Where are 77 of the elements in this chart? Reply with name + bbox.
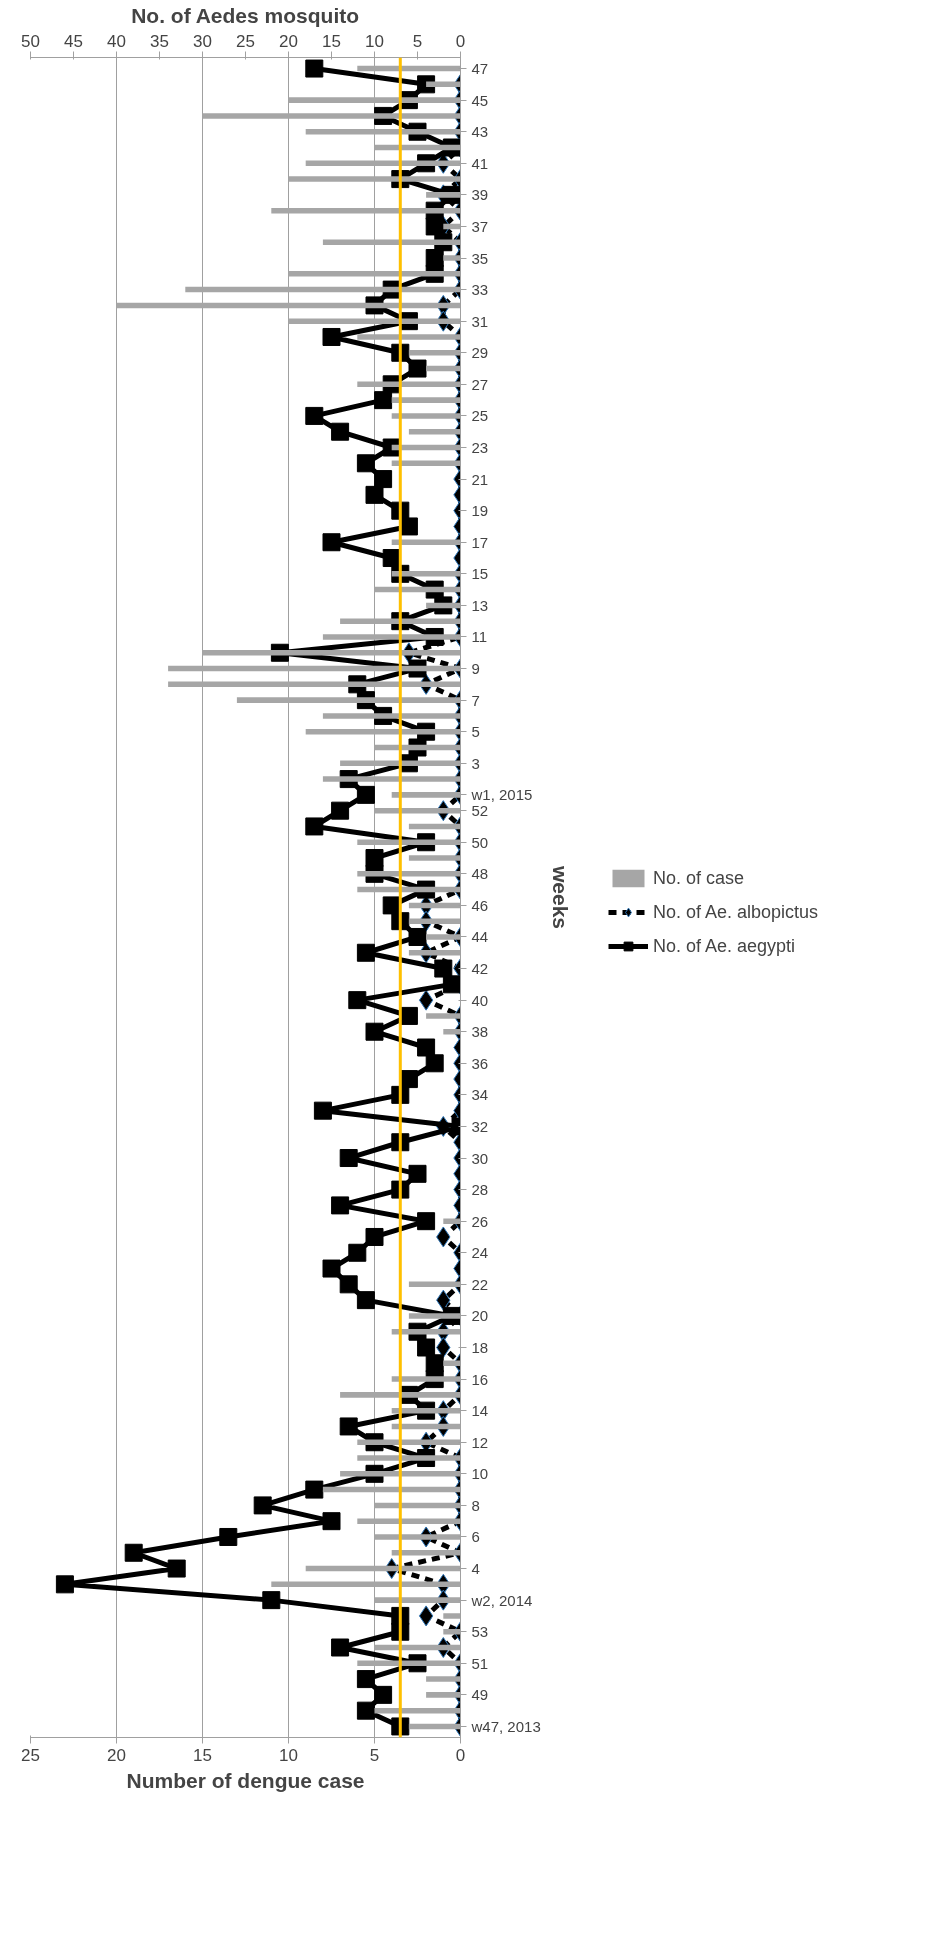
x-tick-label: 20 <box>107 1745 126 1765</box>
y-tick-label: 26 <box>471 1212 489 1230</box>
y-tick-label: 40 <box>471 991 489 1009</box>
y-tick-label: 34 <box>471 1086 489 1104</box>
x2-tick-label: 50 <box>21 31 40 51</box>
y-tick-label: 45 <box>471 91 489 109</box>
y-tick-label: 14 <box>471 1402 489 1420</box>
y-tick-label: 53 <box>471 1623 489 1641</box>
y-tick-label: w47, 2013 <box>470 1717 541 1735</box>
x-tick-label: 15 <box>193 1745 212 1765</box>
y-tick-label: 29 <box>471 344 489 362</box>
y-tick-label: 43 <box>471 123 489 141</box>
legend-label: No. of Ae. albopictus <box>652 901 819 923</box>
y-tick-label: 15 <box>471 565 489 583</box>
y-tick-label: 39 <box>471 186 489 204</box>
y-tick-label: 38 <box>471 1023 489 1041</box>
y-tick-label: 22 <box>471 1275 489 1293</box>
legend-label: No. of Ae. aegypti <box>652 935 796 957</box>
x2-tick-label: 30 <box>193 31 212 51</box>
y-tick-label: 23 <box>471 439 489 456</box>
y-tick-label: 44 <box>471 928 489 946</box>
y-tick-label: 18 <box>471 1339 489 1356</box>
y-tick-label: w1, 2015 <box>470 786 533 804</box>
x2-tick-label: 10 <box>365 31 384 51</box>
x2-tick-label: 35 <box>150 31 169 51</box>
y-tick-label: 20 <box>471 1307 489 1325</box>
y-tick-label: w2, 2014 <box>470 1591 533 1609</box>
x2-tick-label: 15 <box>322 31 341 51</box>
y-tick-label: 10 <box>471 1465 489 1483</box>
y-tick-label: 17 <box>471 533 489 551</box>
y-tick-label: 19 <box>471 502 489 520</box>
x2-tick-label: 0 <box>455 31 466 51</box>
y-tick-label: 50 <box>471 833 489 851</box>
y-tick-label: 49 <box>471 1686 489 1704</box>
y-tick-label: 52 <box>471 802 489 820</box>
y-tick-label: 48 <box>471 865 489 883</box>
x-tick-label: 25 <box>21 1745 40 1765</box>
x-tick-label: 5 <box>369 1745 380 1765</box>
legend-label: No. of case <box>652 867 744 889</box>
y-tick-label: 32 <box>471 1117 489 1135</box>
y-axis-title: weeks <box>548 864 572 930</box>
y-tick-label: 37 <box>471 217 489 235</box>
y-tick-label: 11 <box>471 628 488 646</box>
y-tick-label: 25 <box>471 407 489 425</box>
y-tick-label: 46 <box>471 896 489 914</box>
x2-tick-label: 20 <box>279 31 298 51</box>
y-tick-label: 6 <box>471 1528 480 1546</box>
x2-tick-label: 45 <box>64 31 83 51</box>
y-tick-label: 42 <box>471 960 489 978</box>
y-tick-label: 35 <box>471 249 489 267</box>
x-tick-label: 0 <box>455 1745 466 1765</box>
y-tick-label: 51 <box>471 1654 489 1672</box>
x-axis-title: Number of dengue case <box>126 1768 365 1792</box>
y-tick-label: 7 <box>471 691 480 709</box>
x2-tick-label: 25 <box>236 31 255 51</box>
y-tick-label: 21 <box>471 470 489 488</box>
y-tick-label: 47 <box>471 60 489 78</box>
y-tick-label: 16 <box>471 1370 489 1388</box>
x2-axis-title: No. of Aedes mosquito <box>131 3 360 27</box>
y-tick-label: 28 <box>471 1181 489 1199</box>
y-tick-label: 3 <box>471 754 480 772</box>
y-tick-label: 41 <box>471 154 489 172</box>
y-tick-label: 12 <box>471 1433 489 1451</box>
y-tick-label: 13 <box>471 596 489 614</box>
y-tick-label: 30 <box>471 1149 489 1167</box>
x2-tick-label: 40 <box>107 31 126 51</box>
y-tick-label: 27 <box>471 375 489 393</box>
y-tick-label: 9 <box>471 660 480 678</box>
x2-tick-label: 5 <box>412 31 423 51</box>
y-tick-label: 24 <box>471 1244 489 1262</box>
y-tick-label: 36 <box>471 1054 489 1072</box>
y-tick-label: 8 <box>471 1496 480 1514</box>
y-tick-label: 4 <box>471 1560 480 1578</box>
y-tick-label: 31 <box>471 312 489 330</box>
y-tick-label: 33 <box>471 281 489 299</box>
y-tick-label: 5 <box>471 723 480 741</box>
x-tick-label: 10 <box>279 1745 298 1765</box>
